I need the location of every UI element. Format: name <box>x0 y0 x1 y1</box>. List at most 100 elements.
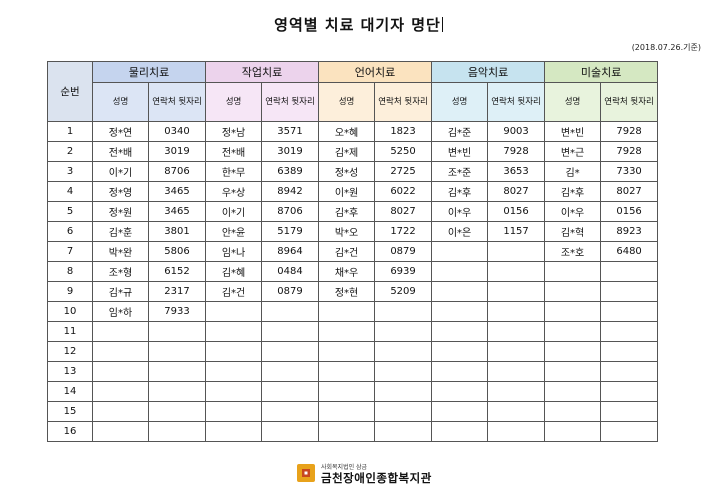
name-cell <box>431 361 489 382</box>
name-cell: 김*규 <box>92 281 149 302</box>
contact-cell <box>600 261 659 282</box>
table-row: 1 정*연 0340 정*남 3571 오*혜 1823 김*준 9003 변*빈 7928 <box>47 121 659 142</box>
name-cell <box>318 361 376 382</box>
name-cell: 전*배 <box>205 141 263 162</box>
contact-cell: 0879 <box>374 241 433 262</box>
name-cell <box>431 241 489 262</box>
sub-header-name: 성명 <box>544 82 602 122</box>
group-header-art: 미술치료 <box>544 61 659 83</box>
row-number: 3 <box>47 161 93 182</box>
table-row: 8 조*형 6152 김*혜 0484 채*우 6939 <box>47 261 659 282</box>
sub-header-contact: 연락처 뒷자리 <box>374 82 433 122</box>
name-cell <box>92 321 149 342</box>
group-header-music: 음악치료 <box>431 61 546 83</box>
name-cell <box>205 341 263 362</box>
name-cell: 한*무 <box>205 161 263 182</box>
contact-cell <box>487 321 546 342</box>
contact-cell <box>374 381 433 402</box>
table-row: 2 전*배 3019 전*배 3019 김*제 5250 변*빈 7928 변*근 7928 <box>47 141 659 162</box>
contact-cell: 6389 <box>261 161 320 182</box>
contact-cell <box>261 301 320 322</box>
name-cell <box>544 361 602 382</box>
name-cell: 김*건 <box>318 241 376 262</box>
group-header-speech: 언어치료 <box>318 61 433 83</box>
name-cell <box>431 341 489 362</box>
contact-cell: 3653 <box>487 161 546 182</box>
name-cell <box>544 381 602 402</box>
name-cell: 전*배 <box>92 141 149 162</box>
name-cell <box>92 341 149 362</box>
contact-cell: 3465 <box>147 201 207 222</box>
name-cell <box>318 321 376 342</box>
name-cell: 우*상 <box>205 181 263 202</box>
table-row: 11 <box>47 321 659 342</box>
waitlist-table: 순번 물리치료 작업치료 언어치료 음악치료 미술치료 성명 연락처 뒷자리 성… <box>47 61 659 442</box>
contact-cell <box>147 361 207 382</box>
name-cell <box>431 281 489 302</box>
sub-header-row: 성명 연락처 뒷자리 성명 연락처 뒷자리 성명 연락처 뒷자리 성명 연락처 … <box>48 82 659 122</box>
waitlist-body: 1 정*연 0340 정*남 3571 오*혜 1823 김*준 9003 변*빈 7928 2 전*배… <box>47 121 659 442</box>
contact-cell: 8706 <box>261 201 320 222</box>
name-cell: 김*준 <box>431 121 489 142</box>
row-number: 13 <box>47 361 93 382</box>
contact-cell: 6480 <box>600 241 659 262</box>
contact-cell <box>374 301 433 322</box>
name-cell <box>318 401 376 422</box>
name-cell: 정*성 <box>318 161 376 182</box>
contact-cell <box>600 301 659 322</box>
name-cell <box>544 261 602 282</box>
name-cell <box>92 401 149 422</box>
group-header-row: 순번 물리치료 작업치료 언어치료 음악치료 미술치료 <box>47 61 659 122</box>
contact-cell: 9003 <box>487 121 546 142</box>
contact-cell: 5179 <box>261 221 320 242</box>
name-cell: 정*연 <box>92 121 149 142</box>
sub-header-name: 성명 <box>205 82 263 122</box>
contact-cell: 7928 <box>487 141 546 162</box>
name-cell: 김*훈 <box>92 221 149 242</box>
contact-cell <box>487 381 546 402</box>
name-cell: 채*우 <box>318 261 376 282</box>
row-number: 4 <box>47 181 93 202</box>
contact-cell: 8923 <box>600 221 659 242</box>
name-cell: 안*윤 <box>205 221 263 242</box>
table-row: 5 정*원 3465 이*기 8706 김*후 8027 이*우 0156 이*우 0156 <box>47 201 659 222</box>
contact-cell: 1157 <box>487 221 546 242</box>
contact-cell <box>487 281 546 302</box>
name-cell <box>544 421 602 442</box>
organization-emblem-icon <box>297 464 315 482</box>
row-number: 14 <box>47 381 93 402</box>
contact-cell <box>147 421 207 442</box>
sub-header-name: 성명 <box>92 82 149 122</box>
name-cell <box>205 361 263 382</box>
name-cell <box>205 421 263 442</box>
contact-cell: 1823 <box>374 121 433 142</box>
contact-cell: 0879 <box>261 281 320 302</box>
name-cell <box>92 381 149 402</box>
group-header-occupational: 작업치료 <box>205 61 320 83</box>
name-cell <box>92 361 149 382</box>
group-header-physical: 물리치료 <box>91 61 207 83</box>
contact-cell <box>147 401 207 422</box>
name-cell: 김* <box>544 161 602 182</box>
contact-cell: 6939 <box>374 261 433 282</box>
contact-cell: 3571 <box>261 121 320 142</box>
row-number: 6 <box>47 221 93 242</box>
contact-cell <box>147 381 207 402</box>
name-cell <box>92 421 149 442</box>
row-number: 10 <box>47 301 93 322</box>
name-cell: 김*건 <box>205 281 263 302</box>
name-cell: 김*혜 <box>205 261 263 282</box>
contact-cell <box>487 361 546 382</box>
sub-header-contact: 연락처 뒷자리 <box>147 82 207 122</box>
row-number: 7 <box>47 241 93 262</box>
table-row: 13 <box>47 361 659 382</box>
contact-cell: 8027 <box>374 201 433 222</box>
name-cell: 이*은 <box>431 221 489 242</box>
contact-cell: 5250 <box>374 141 433 162</box>
name-cell: 이*우 <box>544 201 602 222</box>
name-cell: 김*후 <box>431 181 489 202</box>
contact-cell <box>261 321 320 342</box>
name-cell <box>544 301 602 322</box>
name-cell: 박*완 <box>92 241 149 262</box>
name-cell <box>544 321 602 342</box>
